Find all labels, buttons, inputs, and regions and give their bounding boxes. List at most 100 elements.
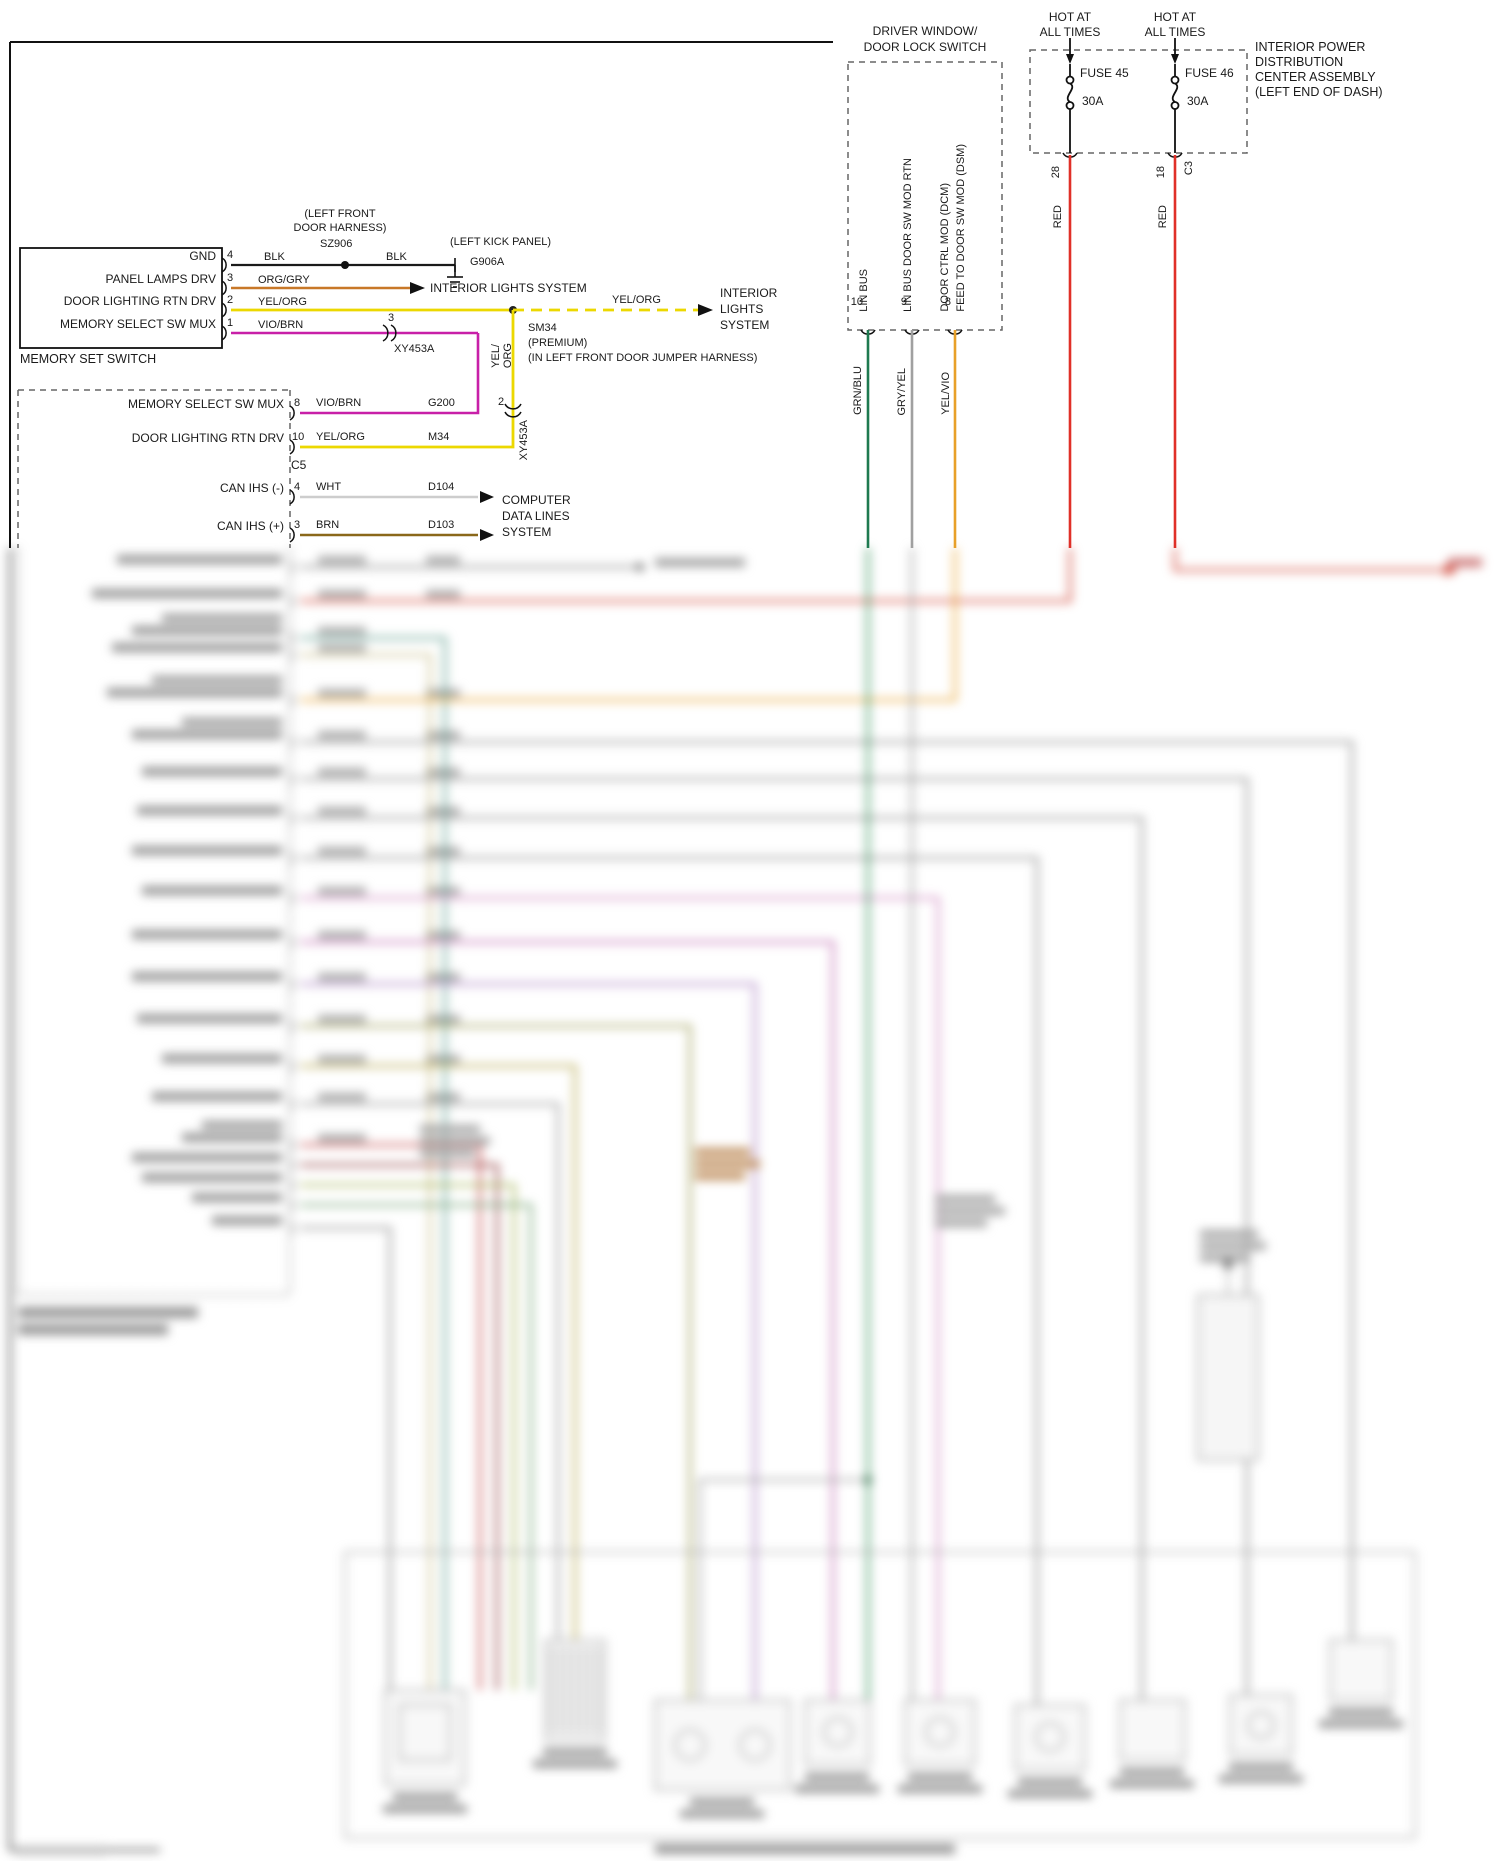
hatch-lines [550,1646,600,1734]
wire-gry-yel: GRY/YEL [896,367,908,416]
ws-pin-8: 8 [944,296,951,308]
ground-icon [447,258,463,288]
interior-lights-system-inline: INTERIOR LIGHTS SYSTEM [430,281,587,295]
hot-at-2b: ALL TIMES [1144,25,1206,39]
dm-label-can-minus: CAN IHS (-) [220,481,284,495]
mss-label-memory-select: MEMORY SELECT SW MUX [59,317,216,331]
wire-blk-2: BLK [386,251,407,263]
computer-l2: DATA LINES [502,509,570,523]
conn2-wire-l1: YEL/ [490,344,502,368]
wire-grn-blu: GRN/BLU [852,366,864,415]
hot-at-1b: ALL TIMES [1039,25,1101,39]
door-lighting-vertical-wire [300,310,515,449]
blurred-wires [300,548,1445,1705]
dm-pin-4: 4 [294,481,301,493]
wire-yel-vio: YEL/VIO [940,372,952,415]
ws-label-lin-bus: LIN BUS [858,269,870,312]
door-module-box-blur [17,548,291,1296]
blurred-wiring-svg [9,548,1482,1855]
door-module-box [17,389,291,548]
sm34-l2: (PREMIUM) [528,337,588,349]
fuse-46-label: FUSE 46 [1185,66,1234,80]
wire-yel-org-1: YEL/ORG [258,296,307,308]
dm-pin-8: 8 [294,397,301,409]
computer-l1: COMPUTER [502,493,571,507]
mss-pin-2: 2 [227,294,234,306]
dm-wire-yel-org: YEL/ORG [316,431,365,443]
ipdc-label-2: DISTRIBUTION [1255,55,1344,69]
window-switch-title-2: DOOR LOCK SWITCH [863,40,987,54]
ws-pin-10: 10 [850,296,863,308]
ws-label-lin-bus-rtn: LIN BUS DOOR SW MOD RTN [902,158,914,312]
dm-connector-c5: C5 [291,458,307,472]
right-component [1197,1266,1259,1461]
left-kick-panel-label: (LEFT KICK PANEL) [450,236,552,248]
ws-label-dcm: DOOR CTRL MOD (DCM) [939,183,951,312]
ipdc-label-1: INTERIOR POWER [1255,40,1366,54]
ipdc-label-3: CENTER ASSEMBLY [1255,70,1376,84]
splice-sz906-dot [341,261,349,269]
dm-code-d103: D103 [428,519,455,531]
red-wire-label-1: RED [1052,204,1064,228]
dm-wire-wht: WHT [316,481,342,493]
dm-label-door-lighting: DOOR LIGHTING RTN DRV [131,431,284,445]
module-pin-arcs-blur [289,560,295,1235]
fuse-45-amps: 30A [1082,94,1104,108]
wire-code-bars [318,556,460,1142]
hot-at-2a: HOT AT [1153,10,1197,24]
wire-blk-1: BLK [264,251,285,263]
page-border [9,41,833,548]
mss-pin-1: 1 [227,317,234,329]
dm-label-memory-select: MEMORY SELECT SW MUX [127,397,284,411]
dm-code-d104: D104 [428,481,455,493]
xy453a-connector-2 [504,403,522,418]
arrow-can-plus [480,529,494,541]
interior-lights-l1: INTERIOR [720,286,778,300]
conn2-name: XY453A [518,419,530,460]
mid-label-bars [420,558,1266,1262]
fuse-45-pin: 28 [1050,165,1062,178]
wire-org-gry: ORG/GRY [258,274,310,286]
dm-pin-3: 3 [294,519,301,531]
window-switch-title-1: DRIVER WINDOW/ [872,24,978,38]
memory-set-switch-box [19,247,223,349]
blurred-region [0,548,1500,1861]
ws-pin-9: 9 [900,296,907,308]
fuse-46-symbol [1170,64,1180,153]
xy453a-connector-1 [382,324,397,342]
wire-vio-brn-1: VIO/BRN [258,319,304,331]
red-wire-label-2: RED [1157,204,1169,228]
conn1-name: XY453A [394,343,435,355]
arrow-interior-lights-1 [410,282,425,294]
arrow-can-minus [480,491,494,503]
mss-label-gnd: GND [189,249,216,263]
hot-feed-arrows [1069,38,1176,56]
arrow-hot-1 [1066,54,1074,64]
wire-yel-org-dashed-label: YEL/ORG [612,294,661,306]
lf-door-harness-1: (LEFT FRONT [304,208,376,220]
interior-lights-l2: LIGHTS [720,302,764,316]
bottom-components [344,1551,1416,1839]
memory-set-switch-title: MEMORY SET SWITCH [20,352,157,366]
mss-label-door-lighting: DOOR LIGHTING RTN DRV [63,294,216,308]
dm-code-m34: M34 [428,431,450,443]
sm34-l1: SM34 [528,322,557,334]
arrow-interior-lights-2 [698,304,713,316]
component-label-bars [16,1708,1403,1855]
door-module-pin-connectors [289,405,295,543]
mss-pin-3: 3 [227,272,234,284]
fuse-45-symbol [1065,64,1075,153]
mss-label-panel-lamps: PANEL LAMPS DRV [105,272,216,286]
dm-wire-vio-brn: VIO/BRN [316,397,362,409]
ws-label-dsm: FEED TO DOOR SW MOD (DSM) [955,144,967,312]
dm-pin-10: 10 [292,431,305,443]
memory-select-wire [231,331,480,415]
conn2-wire-l2: ORG [502,342,514,368]
memory-set-switch-pin-connectors [221,257,227,341]
ground-g906a-label: G906A [470,256,505,268]
power-distribution-box [1029,49,1248,154]
dm-label-can-plus: CAN IHS (+) [216,519,284,533]
interior-lights-l3: SYSTEM [720,318,770,332]
